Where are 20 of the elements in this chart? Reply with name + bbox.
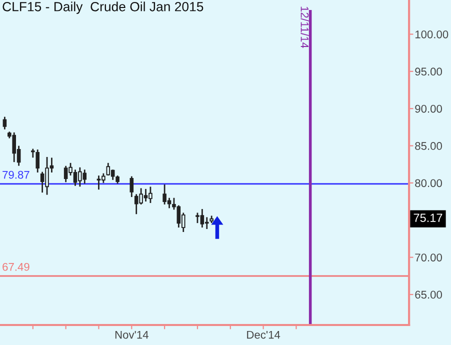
y-tick-label: 100.00: [415, 30, 448, 38]
y-tick-label: 80.00: [415, 179, 442, 188]
text: 75.17: [414, 214, 442, 222]
candlestick: [204, 217, 209, 230]
candlestick: [2, 116, 7, 130]
ref-line-label: 67.49: [2, 262, 30, 271]
candlestick: [31, 148, 35, 158]
ref-line-label: 12/11/14: [300, 6, 309, 48]
y-tick-label: 65.00: [415, 290, 442, 299]
y-tick-label: 90.00: [415, 104, 442, 113]
x-tick-label: Dec'14: [247, 330, 280, 339]
candlestick: [130, 176, 134, 198]
y-tick-label: 70.00: [415, 254, 442, 262]
ref-line-label: 79.87: [2, 170, 30, 179]
y-tick-label: 85.00: [415, 142, 442, 150]
y-tick-label: 95.00: [415, 68, 442, 76]
x-tick-label: Nov'14: [115, 330, 148, 339]
chart-title: CLF15 - Daily Crude Oil Jan 2015: [2, 2, 204, 14]
candlestick: [106, 162, 110, 176]
candlestick: [36, 150, 40, 172]
